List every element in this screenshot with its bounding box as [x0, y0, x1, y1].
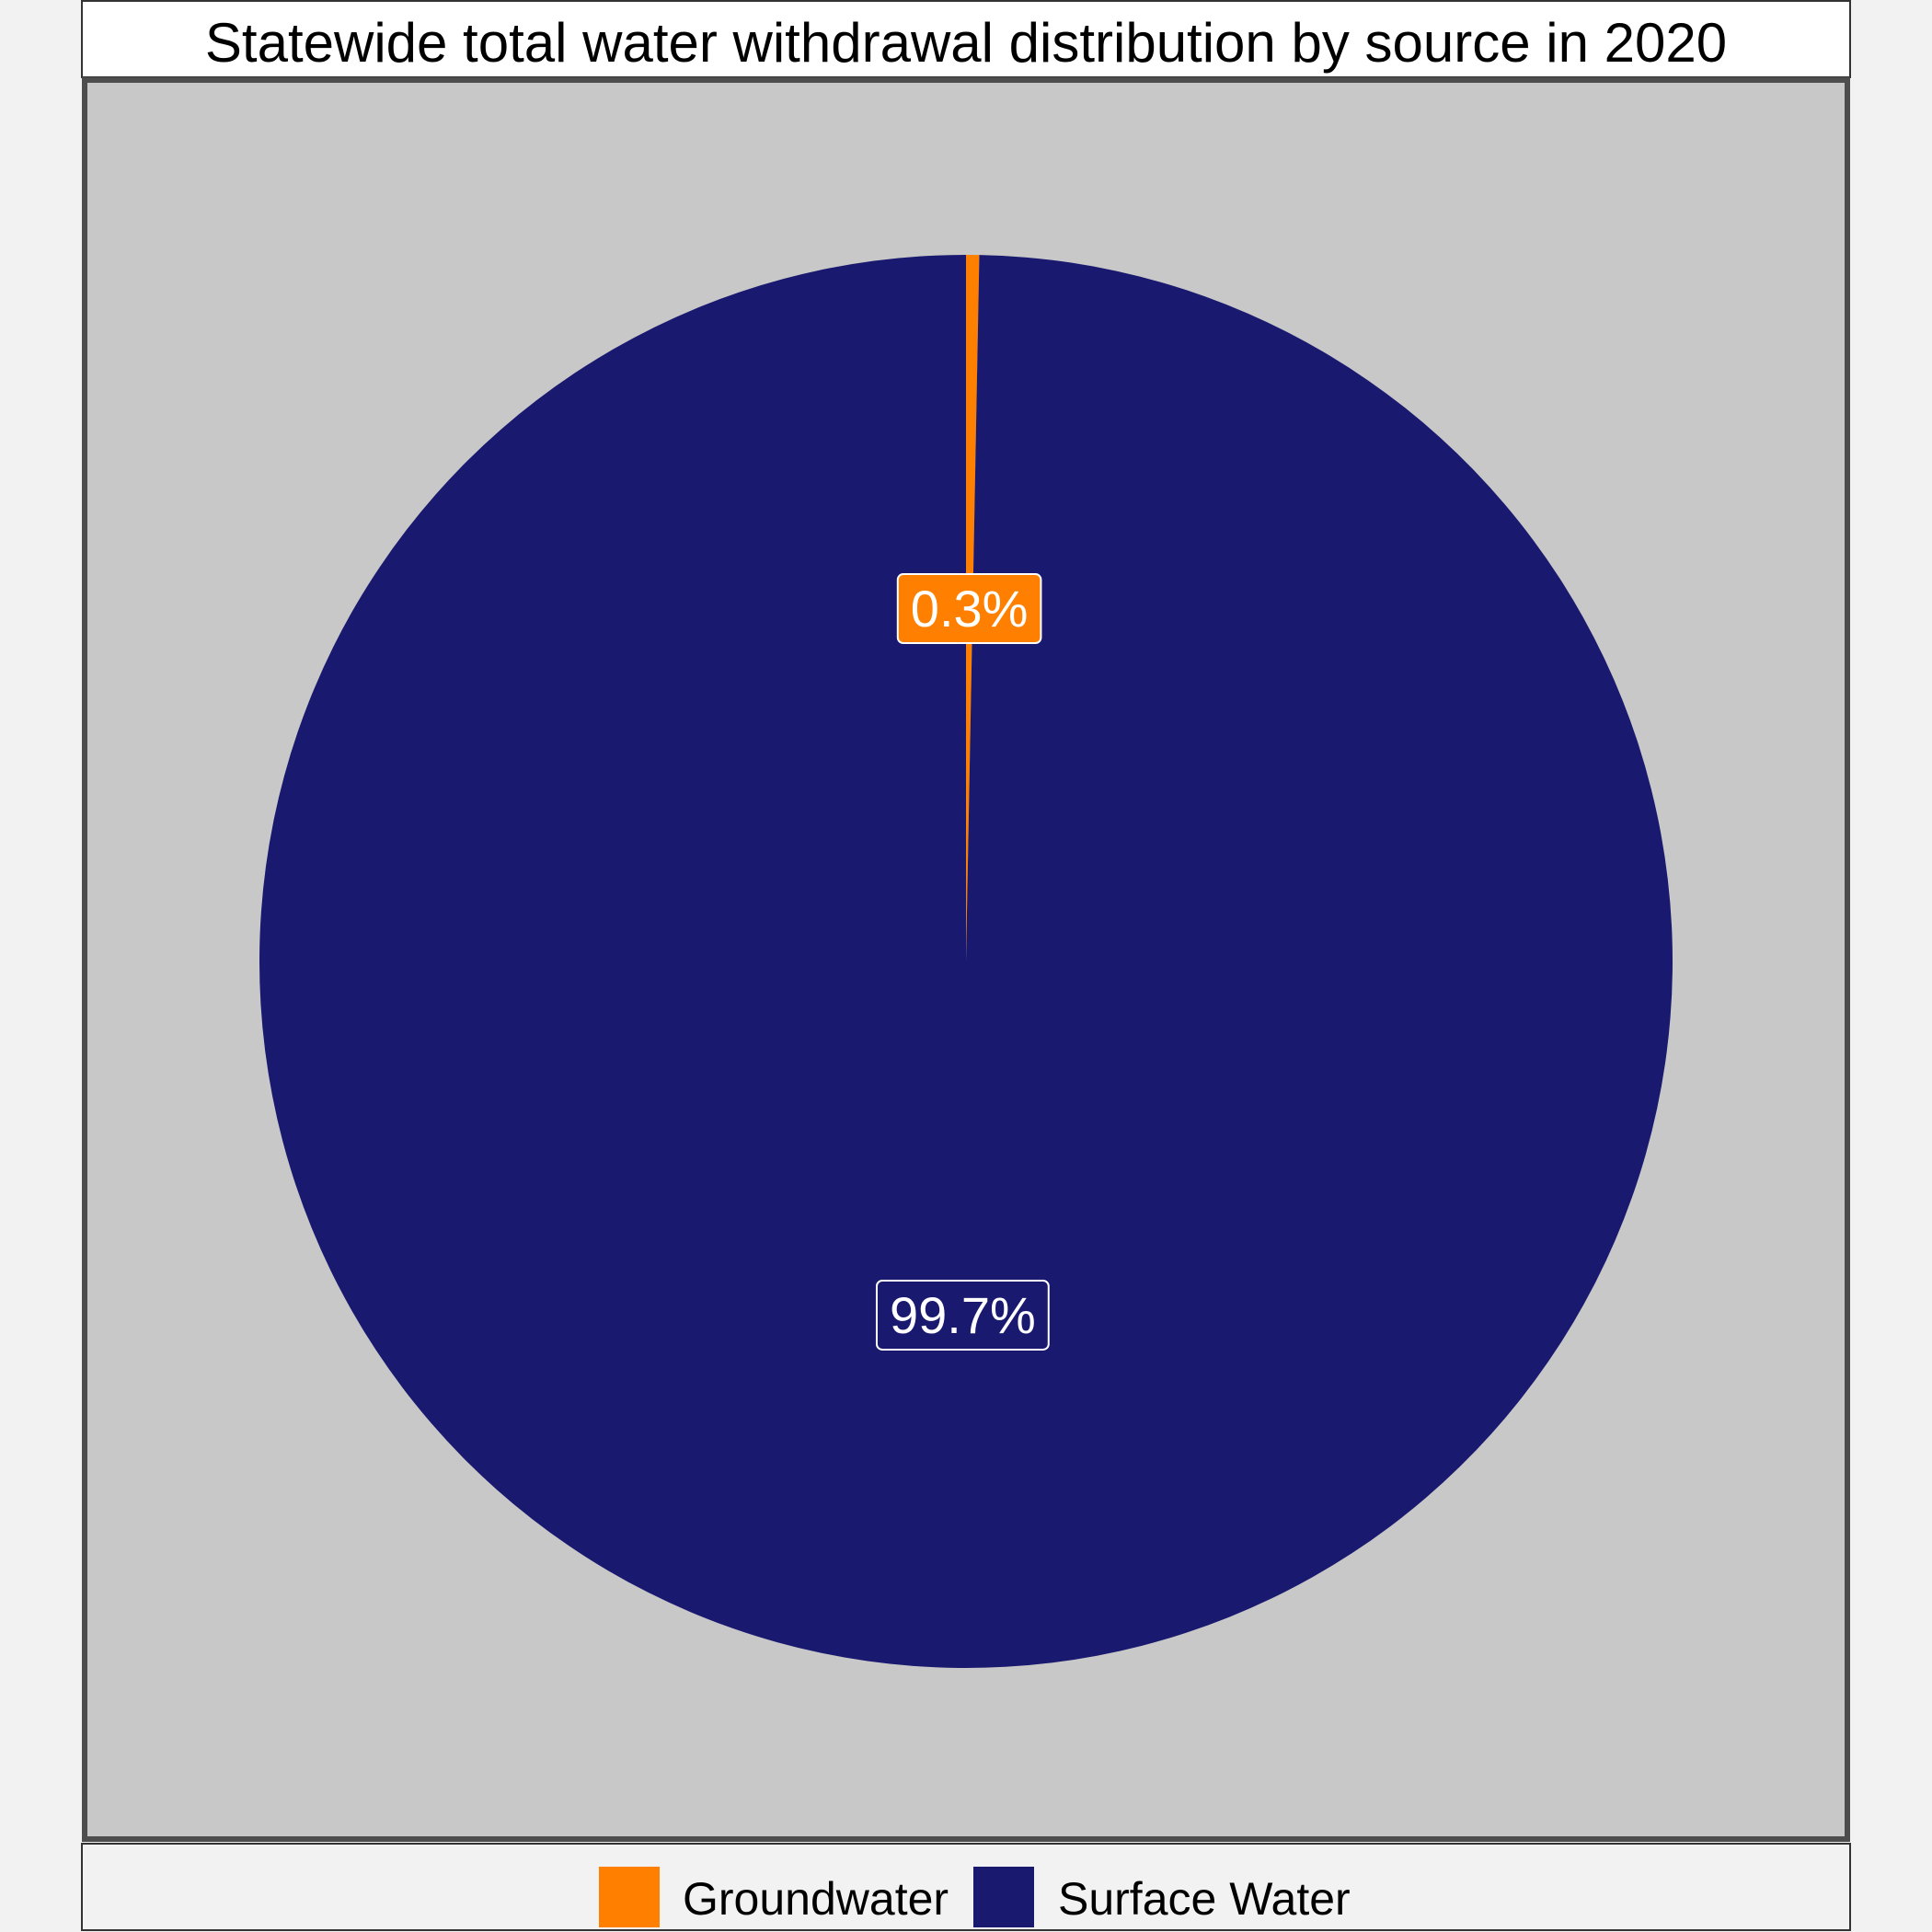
slice-label-box [875, 1279, 1050, 1351]
pie-labels: 0.3% 99.7% [875, 573, 1050, 1351]
slice-label-text: 99.7% [890, 1286, 1036, 1344]
legend-strip [81, 1843, 1851, 1931]
pie [259, 255, 1673, 1668]
chart-title: Statewide total water withdrawal distrib… [205, 12, 1727, 74]
slice-label-surface-water: 99.7% [875, 1279, 1050, 1351]
legend-swatch-groundwater [599, 1867, 660, 1927]
legend-label-groundwater: Groundwater [683, 1873, 949, 1925]
legend-label-surface-water: Surface Water [1058, 1873, 1351, 1925]
pie-slice-surface-water [259, 255, 1673, 1668]
title-strip [81, 0, 1851, 78]
slice-label-groundwater: 0.3% [896, 573, 1042, 645]
legend-swatch-surface-water [973, 1867, 1034, 1927]
slice-label-text: 0.3% [911, 580, 1029, 638]
legend: Groundwater Surface Water [599, 1867, 1351, 1927]
slice-label-box [896, 573, 1042, 645]
